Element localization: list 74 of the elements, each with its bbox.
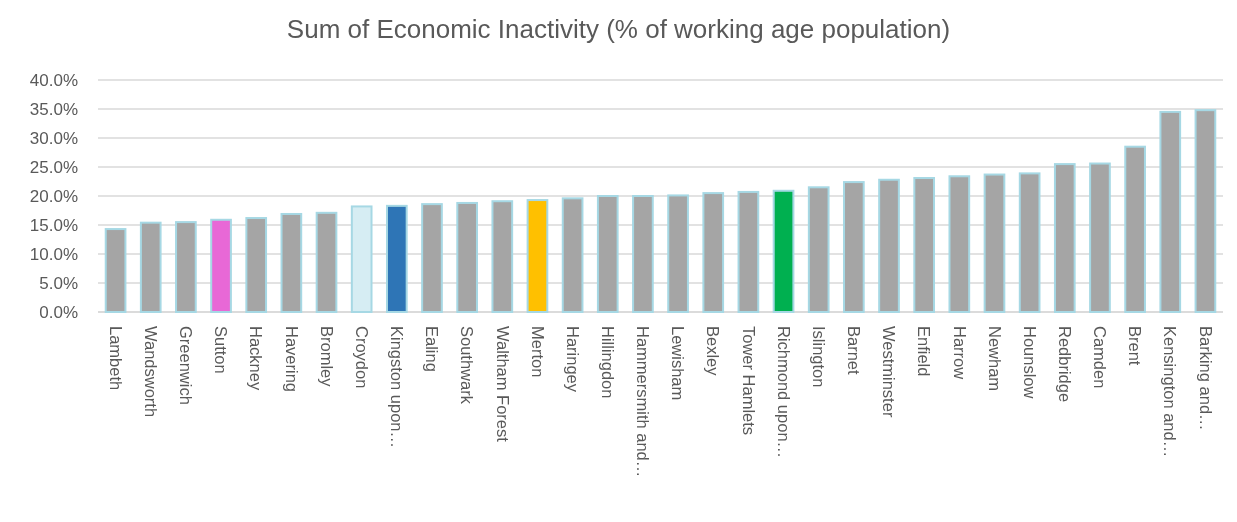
- bar: [913, 177, 936, 313]
- x-tick-label: Bromley: [317, 326, 336, 388]
- x-tick-label: Enfield: [915, 326, 934, 377]
- bar: [596, 195, 619, 313]
- bar: [245, 217, 268, 313]
- x-tick-label: Croydon: [352, 326, 371, 389]
- bar: [1124, 145, 1146, 313]
- bar: [878, 178, 900, 313]
- y-tick-label: 30.0%: [29, 128, 78, 148]
- x-tick-label: Ealing: [423, 326, 442, 372]
- bar: [1018, 172, 1041, 313]
- bar: [210, 218, 232, 313]
- x-tick-label: Bexley: [704, 326, 723, 377]
- bar: [456, 201, 478, 313]
- bar: [561, 197, 584, 313]
- bar: [1194, 109, 1217, 313]
- y-tick-label: 25.0%: [29, 157, 78, 177]
- x-tick-label: Lewisham: [669, 326, 688, 401]
- x-tick-label: Havering: [282, 326, 301, 393]
- bar: [421, 203, 443, 313]
- bar: [632, 195, 654, 313]
- bar: [1053, 163, 1076, 313]
- x-tick-label: Barking and…: [1196, 326, 1215, 431]
- x-tick-label: Kingston upon…: [388, 326, 407, 449]
- bar: [280, 212, 303, 313]
- bar: [737, 190, 760, 313]
- bar: [702, 192, 725, 313]
- x-tick-label: Brent: [1126, 326, 1145, 366]
- bar: [772, 189, 795, 313]
- bar: [983, 173, 1006, 313]
- x-tick-label: Harrow: [950, 326, 969, 380]
- bar: [139, 221, 162, 313]
- bar: [385, 204, 408, 313]
- x-tick-label: Greenwich: [177, 326, 196, 405]
- x-tick-label: Barnet: [845, 326, 864, 376]
- y-tick-label: 35.0%: [29, 99, 78, 119]
- bar: [843, 181, 865, 313]
- bar: [175, 221, 197, 313]
- x-tick-label: Tower Hamlets: [739, 326, 758, 436]
- x-tick-label: Southwark: [458, 326, 477, 405]
- x-tick-label: Hounslow: [1020, 326, 1039, 399]
- x-tick-label: Hackney: [247, 326, 266, 391]
- bar: [526, 199, 549, 313]
- x-tick-label: Wandsworth: [141, 326, 160, 418]
- y-tick-label: 5.0%: [39, 273, 78, 293]
- bar: [1159, 110, 1182, 313]
- bar: [350, 205, 373, 313]
- x-tick-label: Haringey: [563, 326, 582, 393]
- y-tick-label: 40.0%: [29, 70, 78, 90]
- bar: [315, 211, 338, 313]
- x-tick-label: Islington: [809, 326, 828, 388]
- x-tick-label: Redbridge: [1056, 326, 1075, 403]
- x-tick-label: Newham: [985, 326, 1004, 392]
- x-tick-label: Lambeth: [106, 326, 125, 391]
- x-tick-label: Hammersmith and…: [634, 326, 653, 478]
- x-tick-label: Hillingdon: [598, 326, 617, 399]
- y-tick-label: 0.0%: [39, 302, 78, 322]
- bar: [491, 200, 514, 313]
- bar: [948, 175, 971, 313]
- y-tick-label: 20.0%: [29, 186, 78, 206]
- x-tick-label: Camden: [1091, 326, 1110, 389]
- y-tick-label: 15.0%: [29, 215, 78, 235]
- x-tick-label: Westminster: [880, 326, 899, 418]
- y-tick-label: 10.0%: [29, 244, 78, 264]
- bar: [667, 194, 689, 313]
- x-tick-label: Waltham Forest: [493, 326, 512, 443]
- x-tick-label: Sutton: [212, 326, 231, 374]
- x-tick-label: Kensington and…: [1161, 326, 1180, 458]
- bar: [807, 186, 830, 313]
- x-tick-label: Merton: [528, 326, 547, 378]
- bar: [1089, 162, 1111, 313]
- chart-title: Sum of Economic Inactivity (% of working age population): [286, 14, 951, 44]
- x-tick-label: Richmond upon…: [774, 326, 793, 459]
- bar: [104, 228, 127, 313]
